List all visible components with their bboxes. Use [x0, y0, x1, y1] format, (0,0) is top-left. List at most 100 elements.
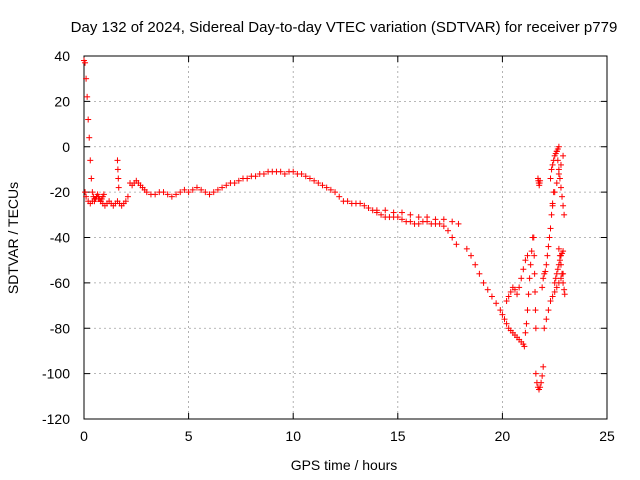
data-point [160, 189, 167, 196]
data-point [532, 325, 539, 332]
data-point [551, 279, 558, 286]
chart-title: Day 132 of 2024, Sidereal Day-to-day VTE… [71, 19, 618, 36]
data-point [202, 189, 209, 196]
data-point [526, 275, 533, 282]
data-point [407, 218, 414, 225]
data-point [540, 363, 547, 370]
data-point [543, 316, 550, 323]
data-point [382, 207, 389, 214]
data-point [556, 175, 563, 182]
data-point [537, 177, 544, 184]
data-point [547, 175, 554, 182]
data-point [524, 307, 531, 314]
data-point [539, 372, 546, 379]
data-point [537, 384, 544, 391]
data-point [206, 191, 213, 198]
y-axis-label: SDTVAR / TECUs [5, 182, 21, 294]
data-point [561, 286, 568, 293]
data-point [547, 225, 554, 232]
data-point [527, 261, 534, 268]
data-point [544, 252, 551, 259]
data-point [522, 257, 529, 264]
x-tick-label: 0 [80, 428, 88, 444]
data-point [555, 245, 562, 252]
data-point [514, 291, 521, 298]
x-axis-label: GPS time / hours [291, 457, 398, 473]
data-point [539, 284, 546, 291]
data-point [181, 186, 188, 193]
data-point [468, 252, 475, 259]
data-point [545, 243, 552, 250]
data-point [302, 173, 309, 180]
data-point [336, 193, 343, 200]
data-point [415, 220, 422, 227]
data-point [516, 284, 523, 291]
data-point [559, 193, 566, 200]
data-point [553, 270, 560, 277]
data-point [520, 266, 527, 273]
data-point [449, 234, 456, 241]
data-point [85, 116, 92, 123]
data-point [561, 211, 568, 218]
data-point [560, 202, 567, 209]
data-point [493, 300, 500, 307]
data-point [547, 298, 554, 305]
data-point [555, 143, 562, 150]
data-point [440, 223, 447, 230]
data-point [476, 270, 483, 277]
data-point [143, 189, 150, 196]
data-point [115, 175, 122, 182]
data-point [315, 180, 322, 187]
data-point [168, 193, 175, 200]
data-point [499, 311, 506, 318]
data-point [557, 275, 564, 282]
data-point [548, 211, 555, 218]
data-point [424, 214, 431, 221]
data-point [555, 261, 562, 268]
data-point [193, 184, 200, 191]
data-point [531, 252, 538, 259]
data-point [521, 343, 528, 350]
data-point [440, 216, 447, 223]
data-point [523, 320, 530, 327]
data-point [244, 175, 251, 182]
data-point [281, 170, 288, 177]
data-point [231, 180, 238, 187]
data-point [560, 152, 567, 159]
data-point [122, 198, 129, 205]
data-point [373, 207, 380, 214]
y-tick-label: -60 [50, 275, 70, 291]
axis-ticks: 0 5 10 15 20 25 -120 -100 -80 -60 -40 -20 0 20 40 [42, 48, 615, 444]
data-point [525, 291, 532, 298]
data-point [332, 189, 339, 196]
data-point [505, 293, 512, 300]
data-point [260, 170, 267, 177]
x-tick-label: 10 [285, 428, 301, 444]
data-point [530, 234, 537, 241]
data-point [507, 288, 514, 295]
data-points [81, 57, 568, 393]
data-point [223, 182, 230, 189]
data-point [524, 252, 531, 259]
data-point [561, 291, 568, 298]
y-tick-label: -40 [50, 230, 70, 246]
data-point [549, 202, 556, 209]
data-point [540, 275, 547, 282]
data-point [394, 214, 401, 221]
data-point [497, 307, 504, 314]
data-point [114, 166, 121, 173]
data-point [560, 248, 567, 255]
data-point [82, 189, 89, 196]
data-point [214, 186, 221, 193]
data-point [89, 189, 96, 196]
data-point [522, 329, 529, 336]
data-point [503, 320, 510, 327]
data-point [415, 214, 422, 221]
data-point [436, 220, 443, 227]
data-point [306, 175, 313, 182]
data-point [83, 75, 90, 82]
data-point [546, 234, 553, 241]
data-point [390, 209, 397, 216]
data-point [538, 379, 545, 386]
data-point [86, 134, 93, 141]
